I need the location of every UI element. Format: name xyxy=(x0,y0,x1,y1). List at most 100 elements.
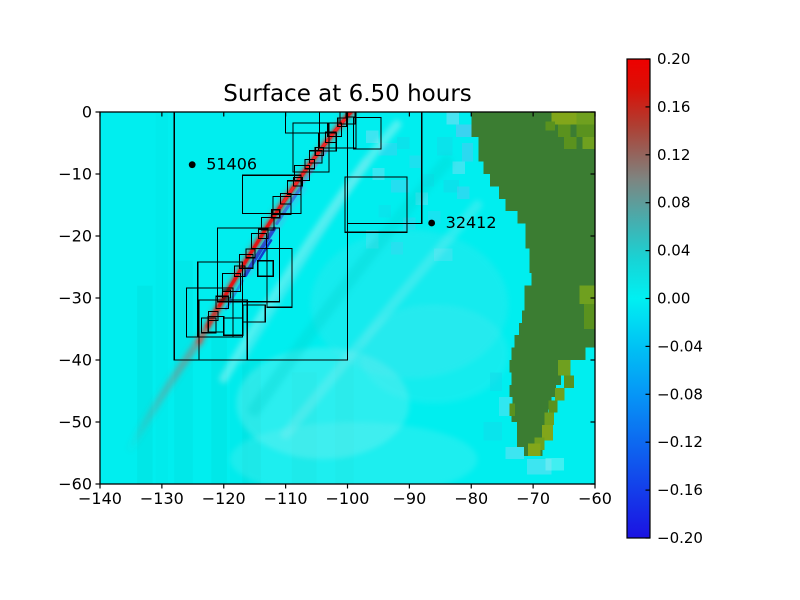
amr-patch-outline xyxy=(346,112,423,225)
ocean-stripe xyxy=(137,285,153,484)
land-highland-cell xyxy=(582,136,595,150)
amr-patch-outline xyxy=(266,247,293,308)
colorbar-tick-label: −0.04 xyxy=(657,337,703,355)
land-cell-row xyxy=(499,186,595,199)
land-cell-row xyxy=(509,360,565,373)
amr-fine-patch-outline xyxy=(221,273,241,293)
land-highland-cell xyxy=(576,112,595,125)
ocean-ripple-cell xyxy=(489,372,503,391)
x-tick-label: −90 xyxy=(392,489,426,508)
land-cell-row xyxy=(505,198,595,212)
y-tick-label: −50 xyxy=(58,413,92,432)
ocean-soft-patch xyxy=(359,304,509,404)
gauge-label: 32412 xyxy=(446,213,497,232)
gauges: 51406 32412 xyxy=(188,155,497,232)
x-tick-label: −110 xyxy=(264,489,308,508)
colorbar-tick-label: 0.12 xyxy=(657,146,690,164)
amr-fine-patch-outline xyxy=(260,217,275,231)
amr-patch-outline xyxy=(198,299,248,361)
ocean-ripple-arc xyxy=(248,155,453,417)
x-tick-label: −140 xyxy=(78,489,122,508)
colorbar-tick-label: −0.20 xyxy=(657,529,703,547)
land-highland-cell xyxy=(554,387,565,401)
amr-patch-outline xyxy=(173,112,349,361)
amr-patch-outline xyxy=(344,176,408,233)
ocean-ripple-cell xyxy=(457,186,470,199)
ocean-ripple-cell xyxy=(409,155,422,168)
y-tick-label: 0 xyxy=(82,103,92,122)
colorbar-tick-label: −0.08 xyxy=(657,385,703,403)
land-cell-row xyxy=(511,409,548,422)
amr-patch-outline xyxy=(319,112,357,149)
y-tick-label: −30 xyxy=(58,289,92,308)
land-cell-row xyxy=(489,174,595,187)
land-highland-cell xyxy=(576,124,595,137)
axes: −140 −130 −120 −110 −100 −90 −80 −70 −60 0 −10 −20 −… xyxy=(58,103,612,509)
ocean-stripe xyxy=(174,260,193,484)
land-cell-row xyxy=(521,310,595,323)
x-tick-label: −120 xyxy=(202,489,246,508)
ocean-ripple-cell xyxy=(505,446,524,460)
amr-patch-outline xyxy=(353,117,382,150)
land-cell-row xyxy=(529,248,595,274)
land-cell-row xyxy=(483,161,595,174)
amr-fine-patch-outline xyxy=(337,117,347,128)
colorbar-gradient xyxy=(627,59,650,538)
land-cell-row xyxy=(517,211,595,224)
land-cell-row xyxy=(478,136,595,162)
y-tick-label: −10 xyxy=(58,165,92,184)
amr-fine-patch-outline xyxy=(208,310,219,322)
land-cell-row xyxy=(512,397,552,410)
colorbar: 0.20 0.16 0.12 0.08 0.04 0.00 −0.04 −0.08 −0.12 −… xyxy=(626,50,703,547)
y-tick-label: −20 xyxy=(58,227,92,246)
amr-patch-outline xyxy=(242,304,266,323)
ocean-ripple-cell xyxy=(390,180,410,193)
colorbar-tick-label: −0.16 xyxy=(657,481,703,499)
amr-fine-patch-outline xyxy=(258,228,269,240)
x-tick-label: −60 xyxy=(578,489,612,508)
ocean-ripple-cell xyxy=(545,457,565,471)
amr-fine-patch-outline xyxy=(245,248,256,259)
ocean-ripple-cell xyxy=(455,124,472,137)
ocean-ripple-cell xyxy=(461,143,474,162)
plot-area xyxy=(100,112,595,484)
land-highland-cell xyxy=(557,124,571,137)
y-tick-label: −60 xyxy=(58,475,92,494)
ocean-ripple-cell xyxy=(437,136,453,156)
land-cell-row xyxy=(518,322,595,336)
plot-title: Surface at 6.50 hours xyxy=(223,81,472,107)
amr-fine-patch-outline xyxy=(314,146,324,157)
ocean-stripe xyxy=(155,112,169,484)
colorbar-tick-label: 0.04 xyxy=(657,242,690,260)
gauge-dot xyxy=(428,219,436,227)
land-highland-cell xyxy=(548,400,558,413)
land-cell-row xyxy=(511,372,561,385)
amr-patch-outline xyxy=(217,227,280,303)
amr-fine-patch-outline xyxy=(272,195,292,215)
land-highland-cell xyxy=(579,285,595,305)
amr-fine-patch-outline xyxy=(324,131,337,144)
wave-trough xyxy=(257,239,273,263)
land-cell-row xyxy=(511,347,586,360)
colorbar-tick-label: 0.16 xyxy=(657,98,690,116)
land-highland-cell xyxy=(528,443,541,457)
ocean-ripple-cell xyxy=(443,180,459,193)
ocean-ripple-arc xyxy=(280,200,483,440)
wave-crest xyxy=(279,115,348,207)
land-cell-row xyxy=(517,422,546,435)
ocean-ripple-cell xyxy=(452,161,466,174)
land-highland-cell xyxy=(551,112,577,125)
gauge-dot xyxy=(188,161,196,169)
ocean-ripple-cell xyxy=(390,242,404,255)
ocean-ripple-cell xyxy=(372,167,385,181)
amr-patch-outline xyxy=(292,122,330,173)
colorbar-tick-label: 0.00 xyxy=(657,290,690,308)
land-highland-cell xyxy=(583,304,595,329)
wave-tail xyxy=(124,337,203,457)
land-highland-cell xyxy=(564,375,574,388)
land-highland-cell xyxy=(557,360,571,376)
ocean-soft-patch xyxy=(229,422,478,484)
wave-trough xyxy=(275,185,303,225)
